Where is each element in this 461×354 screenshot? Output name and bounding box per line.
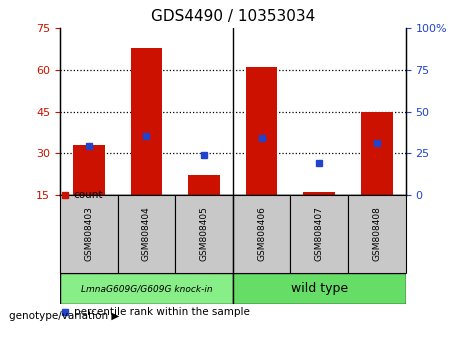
Bar: [60, 195, 118, 273]
Bar: [175, 195, 233, 273]
Bar: [73, 145, 105, 195]
Bar: [361, 112, 393, 195]
Text: GSM808406: GSM808406: [257, 206, 266, 261]
Bar: [290, 195, 348, 273]
Bar: [233, 195, 290, 273]
Bar: [233, 273, 406, 304]
Text: LmnaG609G/G609G knock-in: LmnaG609G/G609G knock-in: [81, 284, 212, 293]
Text: count: count: [74, 190, 103, 200]
Bar: [188, 175, 220, 195]
Text: GSM808407: GSM808407: [315, 206, 324, 261]
Title: GDS4490 / 10353034: GDS4490 / 10353034: [151, 9, 315, 24]
Text: GSM808404: GSM808404: [142, 206, 151, 261]
Bar: [303, 192, 335, 195]
Text: GSM808408: GSM808408: [372, 206, 381, 261]
Bar: [130, 48, 162, 195]
Text: genotype/variation ▶: genotype/variation ▶: [9, 312, 119, 321]
Text: GSM808405: GSM808405: [200, 206, 208, 261]
Bar: [246, 67, 278, 195]
Text: GSM808403: GSM808403: [84, 206, 93, 261]
Text: percentile rank within the sample: percentile rank within the sample: [74, 307, 250, 316]
Bar: [60, 273, 233, 304]
Bar: [118, 195, 175, 273]
Text: wild type: wild type: [291, 282, 348, 295]
Bar: [348, 195, 406, 273]
